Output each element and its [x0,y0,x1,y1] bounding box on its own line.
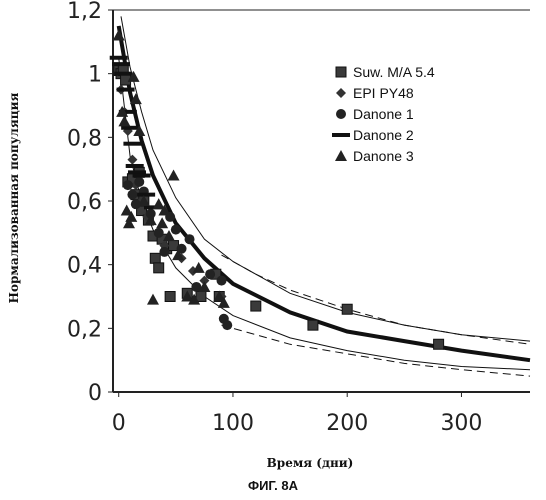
x-tick-label: 300 [440,411,482,436]
point-triangle [118,115,130,126]
x-tick-labels: 0 100 200 300 [112,392,483,436]
point-circle [185,234,195,244]
point-circle [171,225,181,235]
point-dash [117,88,135,92]
point-square [150,253,160,263]
point-triangle [168,170,180,181]
point-circle [222,320,232,330]
point-square [434,339,444,349]
x-tick-label: 200 [326,411,368,436]
point-triangle [113,29,125,40]
point-circle [123,180,133,190]
y-tick-label: 0,4 [67,254,102,279]
point-square [165,292,175,302]
point-circle [217,276,227,286]
y-axis-label: Нормализованная популяция [7,93,21,304]
fit-curve-dashed [222,325,531,376]
fit-curves [119,16,530,376]
point-dash [133,174,151,178]
point-dash [114,72,132,76]
point-circle [127,190,137,200]
point-triangle [147,294,159,305]
legend: Suw. M/A 5.4 EPI PY48 Danone 1 Danone 2 Dano… [332,64,435,164]
point-square [154,263,164,273]
y-tick-label: 1,2 [67,0,102,24]
point-diamond [127,155,137,165]
legend-marker-circle [336,109,346,119]
point-square [308,320,318,330]
point-circle [134,177,144,187]
legend-entry-label: EPI PY48 [353,85,414,101]
point-dash [112,62,130,66]
legend-marker-diamond [336,88,346,98]
y-tick-label: 0 [88,381,102,406]
plot-frame-group [113,10,530,392]
point-circle [154,228,164,238]
figure-caption: ФИГ. 8А [0,478,546,493]
x-axis-label: Время (дни) [267,456,354,470]
point-dash [126,164,144,168]
legend-entry-label: Danone 3 [353,148,414,164]
legend-entry-label: Danone 1 [353,106,414,122]
point-dash [110,56,128,60]
point-square [251,301,261,311]
legend-entry-label: Suw. M/A 5.4 [353,64,435,80]
legend-entry-label: Danone 2 [353,127,414,143]
point-circle [159,247,169,257]
point-dash [137,193,155,197]
point-dash [123,142,141,146]
point-circle [205,269,215,279]
y-tick-labels: 0 0,2 0,4 0,6 0,8 1 1,2 [67,0,113,406]
point-square [342,304,352,314]
x-tick-label: 0 [112,411,126,436]
y-tick-label: 1 [88,63,102,88]
legend-marker-dash [332,133,350,137]
point-triangle [193,262,205,273]
legend-marker-square [336,67,346,77]
y-tick-label: 0,8 [67,126,102,151]
y-tick-label: 0,2 [67,317,102,342]
fit-curve-solid-thick [119,26,530,360]
x-tick-label: 100 [212,411,254,436]
legend-marker-triangle [335,150,347,161]
y-tick-label: 0,6 [67,190,102,215]
